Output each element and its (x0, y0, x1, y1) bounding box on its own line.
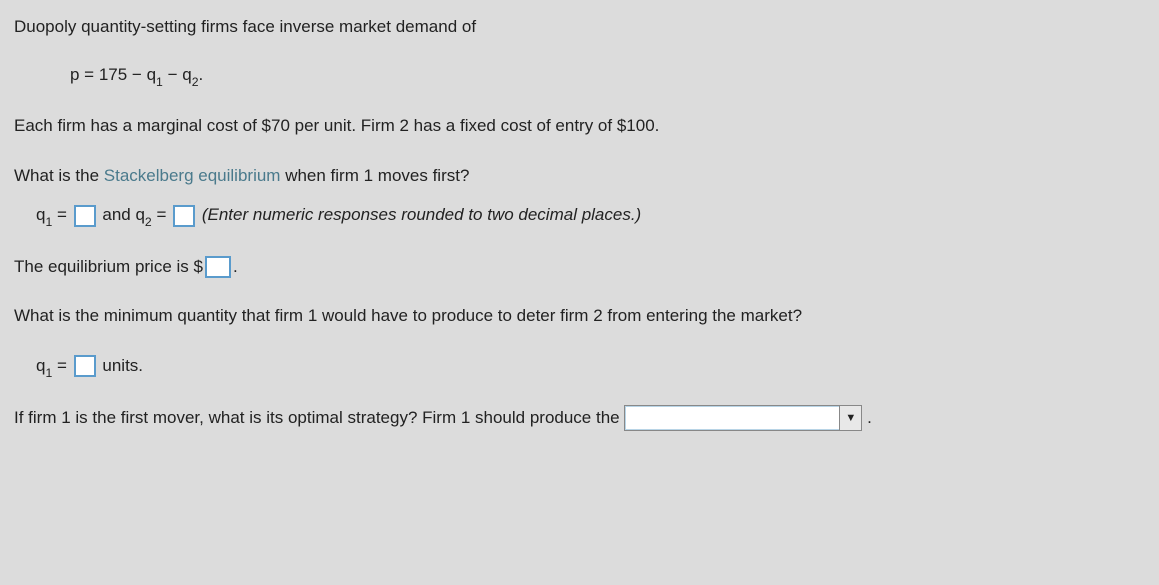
sub-q2: 2 (145, 215, 152, 229)
sub-q1d: 1 (45, 366, 52, 380)
strategy-pre: If firm 1 is the first mover, what is it… (14, 408, 624, 427)
stackelberg-link[interactable]: Stackelberg equilibrium (104, 166, 281, 185)
price-input[interactable] (205, 256, 231, 278)
sub-1: 1 (156, 75, 163, 89)
stackelberg-question: What is the Stackelberg equilibrium when… (14, 163, 1145, 189)
q2-input[interactable] (173, 205, 195, 227)
intro-text: Duopoly quantity-setting firms face inve… (14, 14, 1145, 40)
q1-input[interactable] (74, 205, 96, 227)
deter-question: What is the minimum quantity that firm 1… (14, 303, 1145, 329)
units-label: units. (98, 356, 143, 375)
stack-pre: What is the (14, 166, 104, 185)
sub-2: 2 (192, 75, 199, 89)
q1-deter-row: q1 = units. (36, 353, 1145, 381)
strategy-select[interactable] (624, 405, 862, 431)
price-row: The equilibrium price is $. (14, 254, 1145, 280)
eq-part2: − q (163, 65, 192, 84)
sub-q1: 1 (45, 215, 52, 229)
stack-post: when firm 1 moves first? (280, 166, 469, 185)
strategy-post: . (867, 408, 872, 427)
costs-text: Each firm has a marginal cost of $70 per… (14, 113, 1145, 139)
eq1: = (52, 205, 71, 224)
price-post: . (233, 257, 238, 276)
q1-q2-row: q1 = and q2 = (Enter numeric responses r… (36, 202, 1145, 230)
eq2: = (152, 205, 171, 224)
and-label: and q (98, 205, 145, 224)
price-pre: The equilibrium price is $ (14, 257, 203, 276)
q1-deter-input[interactable] (74, 355, 96, 377)
rounding-hint: (Enter numeric responses rounded to two … (202, 205, 641, 224)
strategy-row: If firm 1 is the first mover, what is it… (14, 405, 1145, 432)
eq-part1: p = 175 − q (70, 65, 156, 84)
eq-period: . (199, 65, 204, 84)
eq3: = (52, 356, 71, 375)
question-container: Duopoly quantity-setting firms face inve… (0, 0, 1159, 469)
chevron-down-icon (839, 406, 861, 430)
demand-equation: p = 175 − q1 − q2. (70, 62, 1145, 90)
